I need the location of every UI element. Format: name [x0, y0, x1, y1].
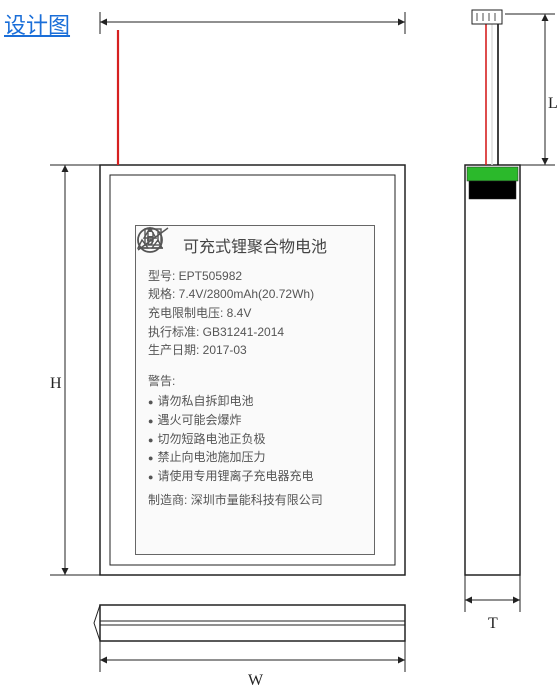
- svg-text:5: 5: [146, 233, 153, 248]
- warning-list: 请勿私自拆卸电池遇火可能会爆炸切勿短路电池正负极禁止向电池施加压力请使用专用锂离…: [148, 392, 362, 485]
- spec-row: 执行标准: GB31241-2014: [148, 323, 362, 342]
- dim-label-l: L: [548, 95, 558, 113]
- label-title: 可充式锂聚合物电池: [148, 236, 362, 261]
- spec-rows: 型号: EPT505982规格: 7.4V/2800mAh(20.72Wh)充电…: [148, 267, 362, 360]
- warning-item: 遇火可能会爆炸: [148, 411, 362, 430]
- spec-row: 型号: EPT505982: [148, 267, 362, 286]
- manufacturer-row: 制造商: 深圳市量能科技有限公司: [148, 491, 362, 510]
- warning-item: 切勿短路电池正负极: [148, 430, 362, 449]
- warning-item: 请勿私自拆卸电池: [148, 392, 362, 411]
- manufacturer-value: 深圳市量能科技有限公司: [191, 493, 323, 507]
- warn-heading: 警告:: [148, 372, 362, 391]
- spec-row: 生产日期: 2017-03: [148, 341, 362, 360]
- manufacturer-key: 制造商:: [148, 493, 187, 507]
- warning-item: 请使用专用锂离子充电器充电: [148, 467, 362, 486]
- dim-label-w: W: [248, 672, 263, 690]
- battery-label: 可充式锂聚合物电池 型号: EPT505982规格: 7.4V/2800mAh(…: [135, 225, 375, 555]
- eco-period-icon: 5: [136, 226, 164, 254]
- dim-label-t: T: [488, 615, 498, 633]
- spec-row: 规格: 7.4V/2800mAh(20.72Wh): [148, 285, 362, 304]
- warning-item: 禁止向电池施加压力: [148, 448, 362, 467]
- dim-label-h: H: [50, 375, 62, 393]
- spec-row: 充电限制电压: 8.4V: [148, 304, 362, 323]
